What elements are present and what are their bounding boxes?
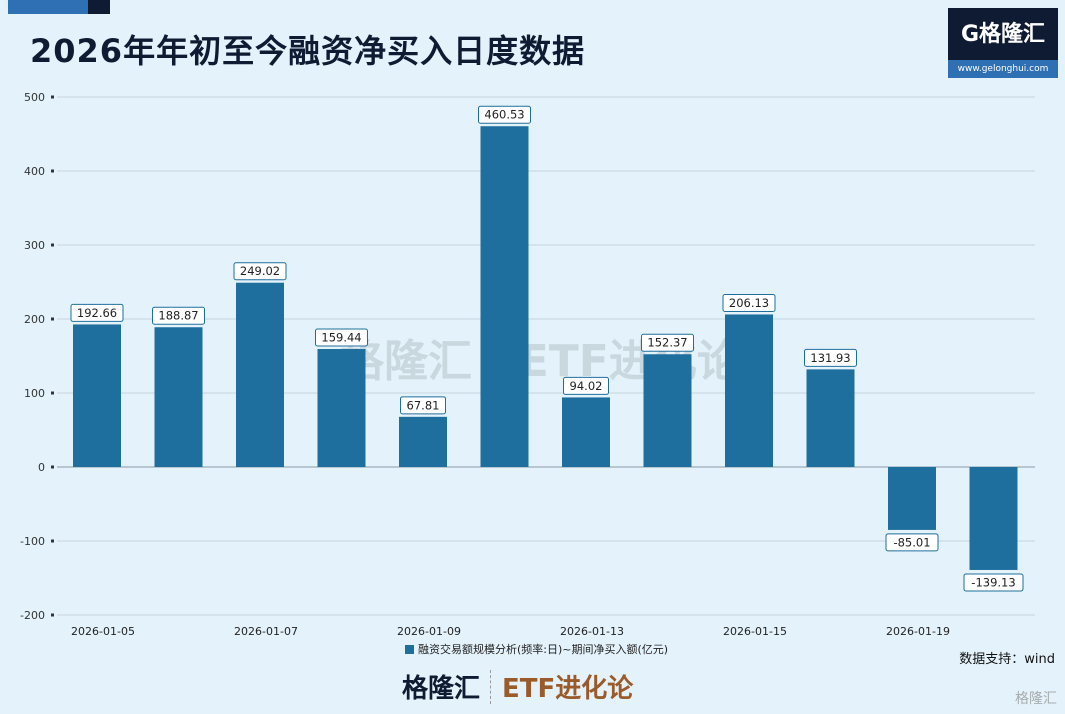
bar [725, 314, 773, 467]
data-label-box [400, 396, 446, 415]
bar [806, 369, 855, 467]
corner-decoration-dark [88, 0, 110, 14]
y-tick-label: 400 [24, 165, 45, 178]
data-label: 131.93 [810, 351, 850, 365]
data-label-box [233, 262, 287, 281]
footer-logo: 格隆汇 ETF进化论 [402, 668, 633, 705]
legend: 融资交易额规模分析(频率:日)~期间净买入额(亿元) [405, 641, 668, 657]
corner-decoration [8, 0, 88, 14]
bar [888, 467, 936, 530]
y-tick [51, 391, 54, 395]
data-label: 460.53 [484, 108, 524, 122]
data-label-box [641, 333, 694, 352]
data-label: 206.13 [729, 296, 769, 310]
bar [562, 397, 610, 467]
data-label-box [722, 293, 776, 312]
legend-swatch [405, 644, 414, 654]
x-tick-label: 2026-01-05 [71, 625, 135, 638]
x-tick-label: 2026-01-13 [560, 625, 624, 638]
y-tick-label: 0 [38, 461, 45, 474]
bar [399, 416, 447, 467]
data-label: -85.01 [893, 535, 930, 549]
data-label: 159.44 [321, 331, 361, 345]
y-tick-label: 300 [24, 239, 45, 252]
data-source: 数据支持：wind [959, 652, 1055, 667]
data-label: 249.02 [240, 264, 280, 278]
data-label: 67.81 [407, 398, 440, 412]
corner-watermark: 格隆汇 [1015, 691, 1057, 707]
bar [480, 126, 529, 468]
footer-brand: 格隆汇 [402, 674, 481, 704]
footer-brand-etf: ETF进化论 [502, 674, 634, 704]
legend-label: 融资交易额规模分析(频率:日)~期间净买入额(亿元) [418, 643, 669, 656]
data-label: 188.87 [158, 309, 198, 323]
y-tick [51, 95, 54, 99]
x-tick-label: 2026-01-15 [723, 625, 787, 638]
x-tick-label: 2026-01-07 [234, 625, 298, 638]
x-tick-label: 2026-01-19 [886, 625, 950, 638]
data-label-box [315, 328, 368, 347]
data-label: 152.37 [647, 336, 687, 350]
y-tick-label: 200 [24, 313, 45, 326]
bar [969, 467, 1018, 570]
y-tick [51, 169, 54, 173]
data-label-box [804, 348, 857, 367]
divider [490, 669, 492, 704]
bar [73, 324, 121, 467]
data-label: 94.02 [570, 379, 603, 393]
y-tick [51, 317, 54, 321]
gelonghui-logo: G格隆汇 www.gelonghui.com [948, 8, 1058, 78]
data-label-box [478, 105, 531, 124]
x-tick-label: 2026-01-09 [397, 625, 461, 638]
data-label: -139.13 [971, 575, 1015, 589]
bar [236, 282, 284, 467]
data-label-box [963, 573, 1024, 592]
bar [154, 327, 203, 467]
y-tick [51, 613, 54, 617]
y-tick-label: 500 [24, 91, 45, 104]
bar [317, 349, 366, 467]
y-tick-label: -200 [20, 609, 45, 622]
data-label-box [152, 306, 205, 325]
page-title: 2026年年初至今融资净买入日度数据 [30, 32, 586, 70]
bar [643, 354, 692, 467]
y-tick [51, 465, 54, 469]
data-label-box [70, 303, 124, 322]
y-tick [51, 243, 54, 247]
y-tick-label: 100 [24, 387, 45, 400]
y-tick-label: -100 [20, 535, 45, 548]
data-label-box [563, 376, 609, 395]
data-label: 192.66 [77, 306, 117, 320]
data-label-box [885, 533, 939, 552]
y-tick [51, 539, 54, 543]
